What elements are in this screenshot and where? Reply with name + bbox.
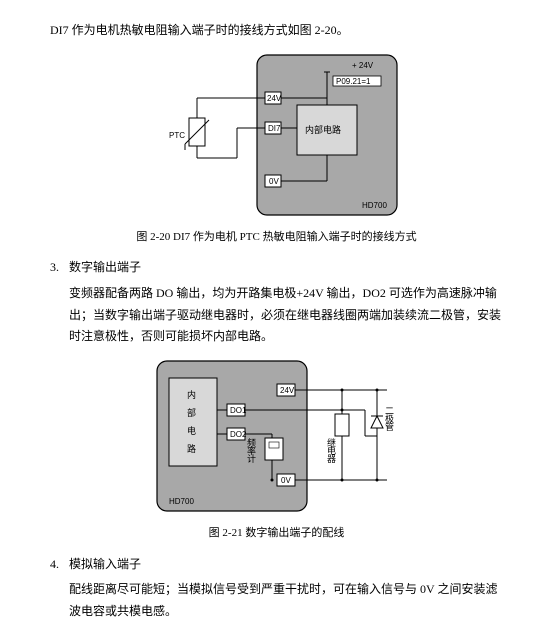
- figure-2-caption: 图 2-21 数字输出端子的配线: [50, 524, 503, 544]
- label-param: P09.21=1: [336, 77, 371, 86]
- label-internal: 内部电路: [305, 124, 341, 135]
- section-4: 4. 模拟输入端子 配线距离尽可能短；当模拟信号受到严重干扰时，可在输入信号与 …: [50, 554, 503, 622]
- label-do1: DO1: [230, 406, 247, 415]
- figure-1: + 24V P09.21=1 24V DI7 0V 内部电路: [50, 50, 503, 220]
- label-f2-0v: 0V: [281, 476, 291, 485]
- label-diode3: 管: [385, 421, 394, 432]
- section-3-para: 变频器配备两路 DO 输出，均为开路集电极+24V 输出，DO2 可选作为高速脉…: [69, 283, 503, 348]
- label-freq3: 计: [247, 453, 256, 464]
- label-f2-24v: 24V: [280, 386, 295, 395]
- label-ptc: PTC: [169, 131, 185, 140]
- section-4-num: 4.: [50, 554, 59, 622]
- figure-1-caption: 图 2-20 DI7 作为电机 PTC 热敏电阻输入端子时的接线方式: [50, 228, 503, 248]
- section-3-num: 3.: [50, 257, 59, 347]
- label-do2: DO2: [230, 430, 247, 439]
- label-int-2: 部: [187, 407, 196, 418]
- label-model2: HD700: [169, 497, 194, 506]
- label-di7: DI7: [268, 124, 281, 133]
- section-3-title: 数字输出端子: [69, 257, 503, 279]
- figure-2: 内 部 电 路 DO1 DO2 24V 0V 频 率 计: [50, 356, 503, 516]
- label-int-3: 电: [187, 425, 196, 436]
- section-3: 3. 数字输出端子 变频器配备两路 DO 输出，均为开路集电极+24V 输出，D…: [50, 257, 503, 347]
- label-relay3: 器: [327, 454, 336, 464]
- label-model1: HD700: [362, 201, 387, 210]
- label-0v: 0V: [269, 177, 279, 186]
- label-24v: + 24V: [352, 61, 374, 70]
- label-int-1: 内: [187, 389, 196, 400]
- label-t24v: 24V: [267, 94, 282, 103]
- section-4-title: 模拟输入端子: [69, 554, 503, 576]
- label-int-4: 路: [187, 443, 196, 454]
- intro-text: DI7 作为电机热敏电阻输入端子时的接线方式如图 2-20。: [50, 20, 503, 42]
- section-4-para: 配线距离尽可能短；当模拟信号受到严重干扰时，可在输入信号与 0V 之间安装滤波电…: [69, 579, 503, 622]
